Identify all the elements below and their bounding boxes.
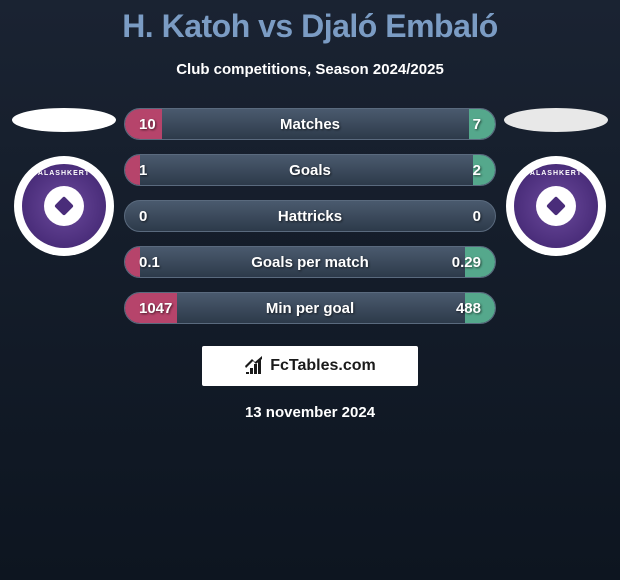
player-right-avatar-placeholder — [504, 108, 608, 132]
stat-value-left: 1 — [139, 162, 147, 179]
stat-label: Goals per match — [251, 254, 369, 271]
stat-bar: 0 Hattricks 0 — [124, 200, 496, 232]
player-right-club-badge: ALASHKERT — [506, 156, 606, 256]
stat-value-right: 7 — [473, 116, 481, 133]
stat-value-right: 0 — [473, 208, 481, 225]
brand-label: FcTables.com — [270, 357, 376, 375]
stat-value-right: 2 — [473, 162, 481, 179]
stat-fill-left — [125, 155, 140, 185]
stat-fill-left — [125, 247, 140, 277]
stat-bar: 1 Goals 2 — [124, 154, 496, 186]
stats-column: 10 Matches 7 1 Goals 2 0 Hattricks 0 0.1 Goals per… — [124, 108, 496, 324]
stat-value-right: 0.29 — [452, 254, 481, 271]
player-left-column: ALASHKERT — [4, 108, 124, 256]
stat-value-left: 0 — [139, 208, 147, 225]
badge-text-left: ALASHKERT — [38, 170, 90, 177]
stat-bar: 0.1 Goals per match 0.29 — [124, 246, 496, 278]
badge-inner: ALASHKERT — [22, 164, 106, 248]
stat-value-right: 488 — [456, 300, 481, 317]
badge-text-right: ALASHKERT — [530, 170, 582, 177]
stat-bar: 1047 Min per goal 488 — [124, 292, 496, 324]
content-row: ALASHKERT 10 Matches 7 1 Goals 2 0 Hattricks 0 0.… — [0, 108, 620, 324]
stat-value-left: 0.1 — [139, 254, 160, 271]
brand-watermark[interactable]: FcTables.com — [202, 346, 418, 386]
badge-inner: ALASHKERT — [514, 164, 598, 248]
stat-value-left: 1047 — [139, 300, 172, 317]
stat-label: Matches — [280, 116, 340, 133]
soccer-ball-icon — [536, 186, 576, 226]
stat-bar: 10 Matches 7 — [124, 108, 496, 140]
stat-label: Min per goal — [266, 300, 354, 317]
stat-label: Goals — [289, 162, 331, 179]
stat-value-left: 10 — [139, 116, 156, 133]
stat-label: Hattricks — [278, 208, 342, 225]
chart-icon — [244, 356, 264, 376]
player-left-club-badge: ALASHKERT — [14, 156, 114, 256]
player-right-column: ALASHKERT — [496, 108, 616, 256]
date-label: 13 november 2024 — [0, 404, 620, 421]
soccer-ball-icon — [44, 186, 84, 226]
season-subtitle: Club competitions, Season 2024/2025 — [0, 61, 620, 78]
player-left-avatar-placeholder — [12, 108, 116, 132]
comparison-title: H. Katoh vs Djaló Embaló — [0, 0, 620, 45]
